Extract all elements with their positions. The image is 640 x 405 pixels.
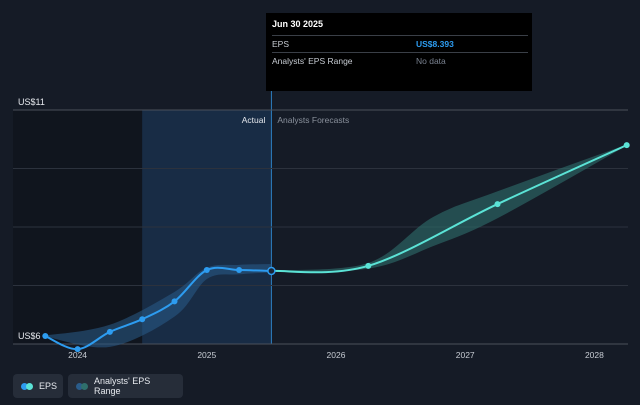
- y-label-top: US$11: [18, 97, 45, 107]
- x-tick-label: 2025: [197, 350, 216, 360]
- legend-range-label: Analysts' EPS Range: [94, 376, 151, 396]
- legend-eps-label: EPS: [39, 381, 58, 391]
- y-label-bottom: US$6: [18, 331, 41, 341]
- eps-point: [139, 316, 146, 323]
- x-tick-label: 2027: [456, 350, 475, 360]
- tooltip-range-value: No data: [416, 56, 446, 66]
- tooltip-date: Jun 30 2025: [272, 19, 324, 29]
- eps-point: [74, 346, 81, 353]
- eps-point: [365, 262, 372, 269]
- eps-point: [623, 142, 630, 149]
- legend-eps-toggle[interactable]: EPS: [13, 374, 63, 398]
- x-tick-label: 2024: [68, 350, 87, 360]
- forecast-region-label: Analysts Forecasts: [277, 115, 349, 125]
- eps-legend-icon: [21, 382, 33, 390]
- eps-point: [236, 267, 243, 274]
- chart-tooltip: Jun 30 2025 EPS US$8.393 Analysts' EPS R…: [266, 13, 532, 91]
- eps-point: [203, 267, 210, 274]
- tooltip-eps-value: US$8.393: [416, 39, 454, 49]
- eps-point: [267, 266, 276, 276]
- tooltip-row-eps: EPS US$8.393: [272, 35, 528, 52]
- legend-range-toggle[interactable]: Analysts' EPS Range: [68, 374, 183, 398]
- eps-point: [42, 333, 49, 340]
- eps-point: [494, 201, 501, 208]
- x-tick-label: 2026: [327, 350, 346, 360]
- range-legend-icon: [76, 382, 88, 390]
- tooltip-eps-label: EPS: [272, 39, 290, 49]
- eps-point: [171, 298, 178, 305]
- actual-region-label: Actual: [242, 115, 266, 125]
- x-tick-label: 2028: [585, 350, 604, 360]
- tooltip-row-range: Analysts' EPS Range No data: [272, 52, 528, 69]
- eps-line-forecast: [271, 144, 628, 274]
- eps-point: [106, 328, 113, 335]
- forecast-eps-range-area: [271, 144, 627, 272]
- tooltip-range-label: Analysts' EPS Range: [272, 56, 353, 66]
